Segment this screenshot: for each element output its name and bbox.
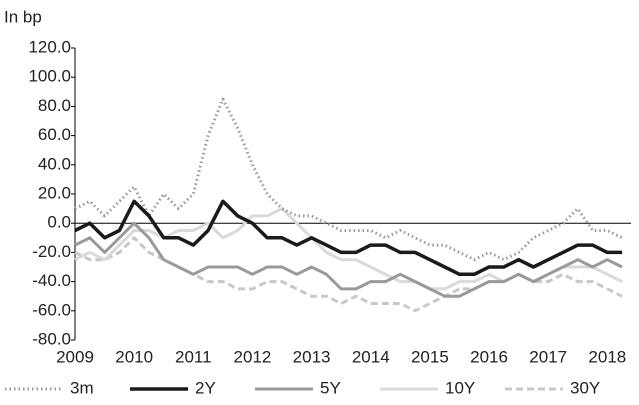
- legend-label: 5Y: [320, 378, 341, 397]
- legend-label: 3m: [70, 378, 94, 397]
- y-tick-label: -60.0: [32, 300, 71, 319]
- legend-label: 10Y: [445, 378, 475, 397]
- y-tick-label: 60.0: [38, 125, 71, 144]
- series-line: [74, 221, 623, 298]
- y-tick-label: 20.0: [38, 183, 71, 202]
- y-tick-label: -20.0: [32, 242, 71, 261]
- x-tick-label: 2017: [529, 347, 567, 366]
- y-axis-label: In bp: [4, 7, 42, 26]
- x-tick-label: 2015: [411, 347, 449, 366]
- legend-label: 2Y: [195, 378, 216, 397]
- y-tick-label: 40.0: [38, 154, 71, 173]
- y-tick-label: 120.0: [28, 37, 71, 56]
- x-tick-label: 2016: [470, 347, 508, 366]
- x-tick-label: 2010: [115, 347, 153, 366]
- y-tick-label: 100.0: [28, 67, 71, 86]
- y-tick-label: 80.0: [38, 96, 71, 115]
- y-tick-label: -40.0: [32, 271, 71, 290]
- x-tick-label: 2009: [56, 347, 94, 366]
- x-tick-label: 2018: [588, 347, 626, 366]
- x-tick-label: 2013: [293, 347, 331, 366]
- legend-label: 30Y: [570, 378, 600, 397]
- x-tick-label: 2011: [175, 347, 212, 366]
- x-tick-label: 2012: [234, 347, 272, 366]
- y-tick-label: 0.0: [47, 213, 71, 232]
- x-tick-label: 2014: [352, 347, 390, 366]
- y-tick-label: -80.0: [32, 329, 71, 348]
- series-line: [74, 199, 623, 277]
